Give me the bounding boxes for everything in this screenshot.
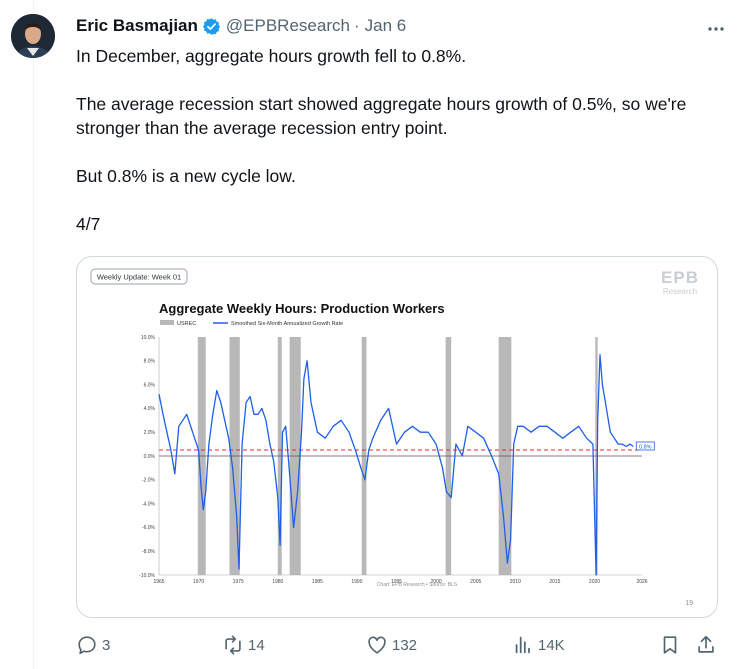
tweet-paragraph: In December, aggregate hours growth fell… [76,46,467,66]
bookmark-icon [663,636,677,654]
repost-count: 14 [248,636,265,654]
bookmark-button[interactable] [659,634,681,656]
y-tick-label: 4.0% [144,406,156,412]
thread-line [33,0,34,669]
reply-icon [78,636,96,655]
x-tick-label: 1975 [233,579,244,585]
avatar-image [11,14,55,58]
repost-icon [225,635,241,655]
tweet-date[interactable]: Jan 6 [364,16,407,35]
y-tick-label: -8.0% [142,549,156,555]
reply-button[interactable]: 3 [76,634,110,656]
x-tick-label: 1985 [312,579,323,585]
y-tick-label: -6.0% [142,525,156,531]
legend-swatch-recession [160,320,174,325]
action-bar: 3 14 132 14K [76,634,726,658]
x-tick-label: 1970 [193,579,204,585]
y-tick-label: 8.0% [144,359,156,365]
epb-logo-sub: Research [663,287,697,296]
x-tick-label: 2020 [589,579,600,585]
x-axis-ticks: 1965 1970 1975 1980 1985 1990 1995 2000 2005 2010… [153,579,647,585]
chart: Weekly Update: Week 01 EPB Research Aggr… [90,268,699,607]
x-tick-label: 2026 [636,579,647,585]
separator: · [353,16,360,35]
x-tick-label: 2005 [470,579,481,585]
legend-label-recession: USREC [177,321,196,327]
heart-icon [368,636,386,654]
tweet-header: Eric Basmajian @EPBResearch · Jan 6 [76,16,406,36]
views-icon [515,636,530,654]
x-tick-label: 2015 [549,579,560,585]
epb-logo: EPB [661,268,699,287]
share-icon [698,635,714,653]
y-tick-label: 6.0% [144,382,156,388]
repost-button[interactable]: 14 [222,634,265,656]
page-number: 19 [685,600,693,607]
last-value-label: 0.8% [639,444,652,450]
tweet-media[interactable]: Weekly Update: Week 01 EPB Research Aggr… [76,256,718,618]
views-count: 14K [538,636,565,654]
more-options-icon[interactable] [705,18,727,40]
y-tick-label: -2.0% [142,478,156,484]
like-count: 132 [392,636,418,654]
x-tick-label: 1990 [351,579,362,585]
plot-frame [158,337,642,576]
author-handle[interactable]: @EPBResearch [225,16,350,35]
chart-title: Aggregate Weekly Hours: Production Worke… [159,301,445,316]
tweet-text: In December, aggregate hours growth fell… [76,44,726,236]
legend-label-series: Smoothed Six-Month Annualized Growth Rat… [231,321,343,327]
y-tick-label: -4.0% [142,501,156,507]
week-badge-label: Weekly Update: Week 01 [97,273,181,282]
x-tick-label: 1965 [153,579,164,585]
reply-count: 3 [102,636,111,654]
author-name[interactable]: Eric Basmajian [76,16,198,35]
x-tick-label: 2010 [510,579,521,585]
series-line-group [158,354,634,576]
x-tick-label: 1980 [272,579,283,585]
y-tick-label: -10.0% [139,573,155,579]
y-axis-ticks: 10.0% 8.0% 6.0% 4.0% 2.0% 0.0% -2.0% -4.0% -6.0%… [139,335,155,579]
share-button[interactable] [695,634,717,656]
avatar[interactable] [11,14,55,58]
x-tick-label: 2000 [431,579,442,585]
chart-source: Chart: EPB Research • Source: BLS [377,582,458,588]
y-tick-label: 2.0% [144,430,156,436]
tweet-paragraph: 4/7 [76,214,101,234]
last-value-box [635,441,655,451]
series-line [158,354,634,576]
tweet-paragraph: The average recession start showed aggre… [76,94,687,138]
like-button[interactable]: 132 [366,634,417,656]
views-button[interactable]: 14K [512,634,565,656]
tweet-paragraph: But 0.8% is a new cycle low. [76,166,296,186]
x-tick-label: 1995 [391,579,402,585]
verified-badge-icon [202,17,221,36]
y-tick-label: 0.0% [144,454,156,460]
week-badge [90,268,188,285]
y-tick-label: 10.0% [141,335,156,341]
